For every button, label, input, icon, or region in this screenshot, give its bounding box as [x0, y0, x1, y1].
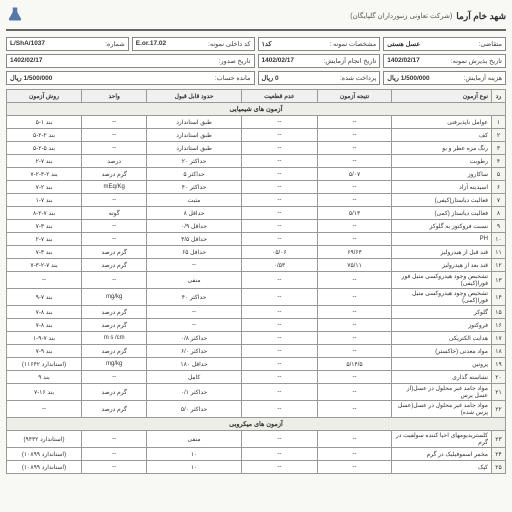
table-row: ۲۰نشاسته گذاری----کامل--بند ۹: [7, 371, 506, 384]
table-row: ۱۷هدایت الکتریکی----حداکثر ۰/۸m s /cmبند…: [7, 332, 506, 345]
table-row: ۶اسیدیته آزاد----حداکثر ۴۰mEq/Kgبند ۲-۷: [7, 181, 506, 194]
table-row: ۱۸مواد معدنی (خاکستر)----حداکثر ۶/۰گرم د…: [7, 345, 506, 358]
table-row: ۱۴تشخیص وجود هیدروکسی متیل فورا(کمی)----…: [7, 289, 506, 306]
table-row: ۸فعالیت دیاستاز (کمی)۵/۱۳--حداقل ۸گوتهبن…: [7, 207, 506, 220]
section-header: آزمون های شیمیایی: [7, 103, 506, 116]
table-row: ۳رنگ مزه عطر و بو----طبق استاندارد--بند …: [7, 142, 506, 155]
table-row: ۴رطوبت----حداکثر ۲۰درصدبند ۷-۲: [7, 155, 506, 168]
company-title: شهد خام آرما: [456, 11, 506, 22]
table-row: ۵ساکاروز۵/۰۷--حداکثر ۵گرم درصدبند ۲-۳-۲-…: [7, 168, 506, 181]
table-row: ۲۱مواد جامد غیر محلول در عسل(از عسل پرس-…: [7, 384, 506, 401]
table-row: ۲۴مخمر اسموفیلیک در گرم----۱۰--(استاندار…: [7, 448, 506, 461]
table-row: ۲۲مواد جامد غیر محلول در عسل(عسل پرس شده…: [7, 401, 506, 418]
table-row: ۱۰PH----حداقل ۳/۵--بند ۷-۲: [7, 233, 506, 246]
company-subtitle: (شرکت تعاونی زنبورداران گلپایگان): [350, 12, 452, 20]
table-row: ۲۳کلستریدیومهای احیا کننده سولفیت در گرم…: [7, 431, 506, 448]
table-row: ۱عوامل ناپذیرفتی----طبق استاندارد--بند ۱…: [7, 116, 506, 129]
document-header: شهد خام آرما (شرکت تعاونی زنبورداران گلپ…: [6, 6, 506, 31]
table-row: ۱۹پروتین۵/۱۴/۵--حداقل ۱۸۰mg/kg(استاندارد…: [7, 358, 506, 371]
table-row: ۱۱قند قبل از هیدرولیز۶۹/۶۴۰۵/۰۶حداقل ۶۵گ…: [7, 246, 506, 259]
table-row: ۲۵کپک----۱۰--(استاندارد ۱۰۸۹۹): [7, 461, 506, 474]
table-row: ۷فعالیت دیاستاز(کیفی)----مثبت--بند ۷-۱: [7, 194, 506, 207]
meta-info: متقاضی:عسل هستی مشخصات نمونه :کد۱ کد داخ…: [6, 37, 506, 85]
table-row: ۱۵گلوکز------گرم درصدبند ۸-۷: [7, 306, 506, 319]
table-row: ۲کف----طبق استاندارد--بند ۲-۲-۵: [7, 129, 506, 142]
table-row: ۱۶فروکتوز------گرم درصدبند ۸-۷: [7, 319, 506, 332]
table-row: ۱۲قند بعد از هیدرولیز۷۵/۱۱۰/۵۳--گرم درصد…: [7, 259, 506, 272]
table-row: ۹نسبت فروکتوز به گلوکز----حداقل ۰/۹--بند…: [7, 220, 506, 233]
section-header: آزمون های میکروبی: [7, 418, 506, 431]
results-table: رد نوع آزمون نتیجه آزمون عدم قطعیت حدود …: [6, 89, 506, 474]
lab-icon: [6, 6, 24, 26]
table-row: ۱۳تشخیص وجود هیدروکسی متیل فور فورا(کیفی…: [7, 272, 506, 289]
